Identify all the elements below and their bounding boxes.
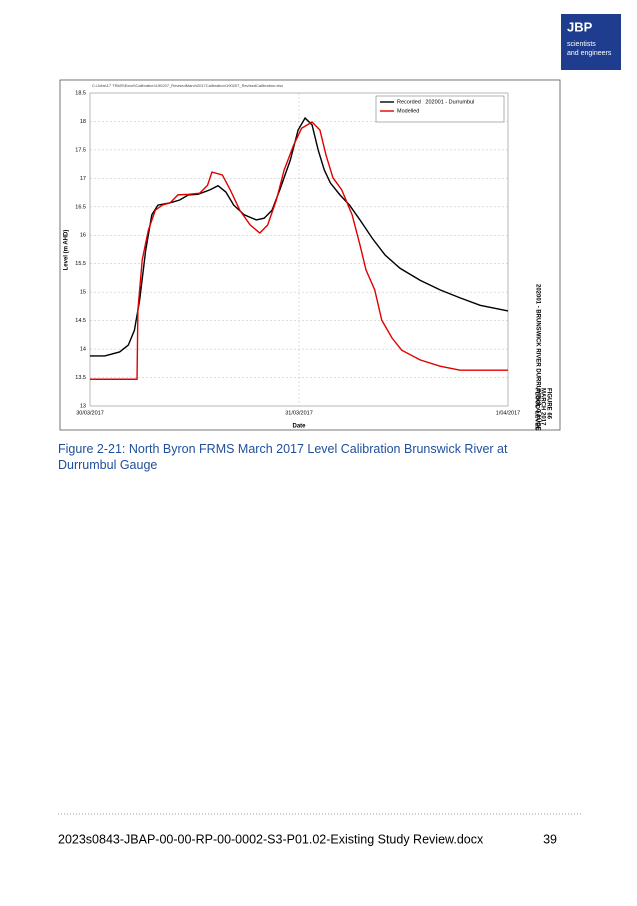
y-tick-label: 13.5 — [75, 375, 86, 381]
y-tick-label: 18.5 — [75, 90, 86, 96]
y-tick-label: 18 — [80, 119, 86, 125]
x-axis-label: Date — [292, 424, 306, 430]
side-title: FLOOD LEVEL — [533, 388, 539, 430]
logo-box — [561, 14, 621, 70]
y-tick-label: 15 — [80, 290, 86, 296]
data-line — [90, 121, 508, 380]
logo-subtitle: scientists — [567, 41, 596, 48]
data-line — [90, 116, 509, 357]
y-tick-label: 13 — [80, 403, 86, 409]
y-axis-label: Level (m AHD) — [64, 230, 70, 271]
y-tick-label: 17 — [80, 176, 86, 182]
y-tick-label: 15.5 — [75, 261, 86, 267]
x-tick-label: 1/04/2017 — [496, 410, 520, 416]
y-tick-label: 14 — [80, 347, 86, 353]
file-path: C:\Jobs\17 TRMS\Excel\Calibration\190207… — [92, 83, 283, 88]
caption-text: Figure 2-21: North Byron FRMS March 2017… — [58, 442, 508, 456]
legend-box — [375, 95, 505, 123]
footer-document: 2023s0843-JBAP-00-00-RP-00-0002-S3-P01.0… — [58, 832, 484, 846]
caption-text: Durrumbul Gauge — [58, 458, 157, 472]
x-tick-label: 31/03/2017 — [285, 410, 313, 416]
x-tick-label: 30/03/2017 — [76, 410, 104, 416]
legend-label: Recorded 202001 - Durrumbul — [397, 99, 474, 105]
legend-label: Modelled — [397, 108, 419, 114]
side-subtitle: 202001 - BRUNSWICK RIVER DURRUMBUL GAUGE — [534, 284, 540, 431]
footer-page: 39 — [543, 832, 557, 846]
y-tick-label: 16 — [80, 233, 86, 239]
logo-subtitle: and engineers — [567, 50, 612, 57]
y-tick-label: 14.5 — [75, 318, 86, 324]
y-tick-label: 16.5 — [75, 204, 86, 210]
logo-title: JBP — [567, 19, 593, 34]
caption: Figure 2-21: North Byron FRMS March 2017… — [58, 442, 511, 472]
y-tick-label: 17.5 — [75, 147, 86, 153]
side-title: FIGURE 66 — [545, 388, 551, 420]
side-title: MARCH 2017 — [539, 388, 545, 426]
